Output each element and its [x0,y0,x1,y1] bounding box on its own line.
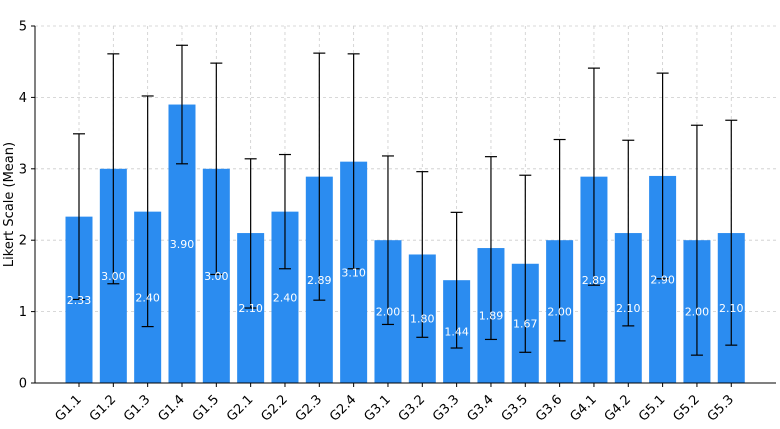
data-label: 2.10 [238,302,263,315]
x-tick-label: G3.3 [430,392,462,424]
x-tick-label: G1.1 [52,392,84,424]
x-tick-label: G3.5 [499,392,531,424]
x-tick-label: G4.1 [567,392,599,424]
data-label: 3.90 [170,238,195,251]
data-label: 1.44 [444,326,469,339]
error-bars [73,44,738,356]
y-tick-label: 1 [19,305,27,320]
x-tick-label: G1.4 [155,392,187,424]
data-label: 1.67 [513,317,538,330]
y-tick-label: 2 [19,234,27,249]
y-tick-label: 3 [19,162,27,177]
x-tick-label: G5.3 [705,392,737,424]
y-tick-label: 0 [19,377,27,392]
y-axis-label: Likert Scale (Mean) [2,142,17,267]
x-tick-label: G1.3 [121,392,153,424]
data-label: 2.33 [67,294,92,307]
data-label: 2.00 [547,306,572,319]
data-label: 1.89 [479,310,504,323]
axes [34,26,776,384]
data-label: 2.40 [135,291,160,304]
x-tick-label: G2.2 [258,392,290,424]
data-label: 2.89 [307,274,332,287]
x-tick-label: G5.1 [636,392,668,424]
bars [65,104,745,383]
x-tick-label: G3.2 [396,392,428,424]
x-tick-label: G1.2 [87,392,119,424]
x-tick-label: G2.3 [293,392,325,424]
data-label: 3.00 [101,270,126,283]
x-ticks: G1.1 G1.2 G1.3 G1.4 G1.5 G2.1 G2.2 G2.3 G2.4 G3.1… [52,383,737,425]
data-label: 3.10 [341,266,366,279]
y-tick-label: 4 [19,91,27,106]
x-tick-label: G2.4 [327,392,359,424]
x-tick-label: G4.2 [602,392,634,424]
data-label: 2.10 [616,302,641,315]
data-labels: 2.33 3.00 2.40 3.90 3.00 2.10 2.40 2.89 3.10 2.00… [67,238,744,339]
data-label: 2.90 [650,273,675,286]
y-ticks: 0 1 2 3 4 5 [19,20,35,392]
x-tick-label: G3.4 [464,392,496,424]
x-tick-label: G3.1 [361,392,393,424]
data-label: 2.40 [273,291,298,304]
x-tick-label: G3.6 [533,392,565,424]
data-label: 3.00 [204,270,229,283]
data-label: 2.00 [376,306,401,319]
data-label: 2.00 [685,306,710,319]
x-tick-label: G2.1 [224,392,256,424]
x-tick-label: G1.5 [190,392,222,424]
data-label: 1.80 [410,313,435,326]
x-tick-label: G5.2 [670,392,702,424]
data-label: 2.89 [582,274,607,287]
data-label: 2.10 [719,302,744,315]
y-tick-label: 5 [19,20,27,35]
